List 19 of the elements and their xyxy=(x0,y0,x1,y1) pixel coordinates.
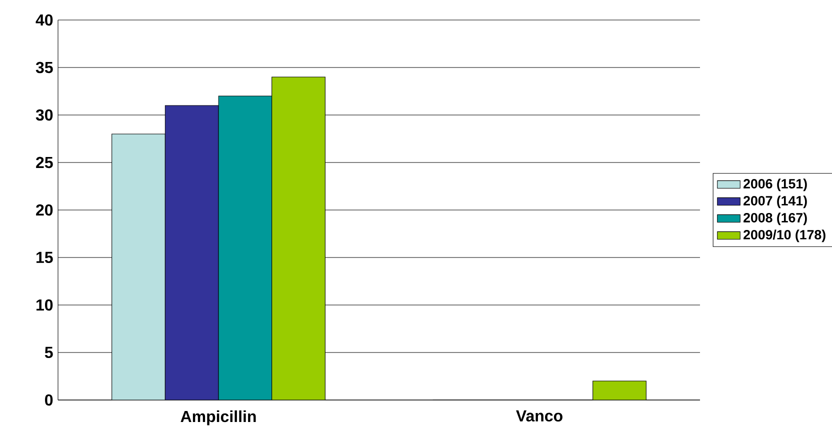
y-tick-label: 25 xyxy=(36,156,53,168)
legend-label: 2009/10 (178) xyxy=(744,230,826,242)
legend-label: 2008 (167) xyxy=(744,212,807,226)
y-tick-label: 10 xyxy=(36,299,53,311)
x-tick-label: Vanco xyxy=(516,410,562,422)
bar xyxy=(112,134,166,400)
y-tick-label: 5 xyxy=(44,346,53,358)
y-tick-label: 40 xyxy=(36,14,53,26)
y-tick-label: 35 xyxy=(36,62,53,74)
y-tick-label: 20 xyxy=(36,204,53,216)
legend-label: 2007 (141) xyxy=(744,196,807,208)
y-tick-label: 0 xyxy=(45,394,53,406)
y-tick-label: 30 xyxy=(36,109,53,121)
y-tick-label: 15 xyxy=(36,252,53,264)
bar xyxy=(592,380,646,400)
legend-label: 2006 (151) xyxy=(744,178,807,192)
x-tick-label: Ampicillin xyxy=(180,410,256,426)
bar xyxy=(218,96,272,400)
bar xyxy=(272,76,326,400)
